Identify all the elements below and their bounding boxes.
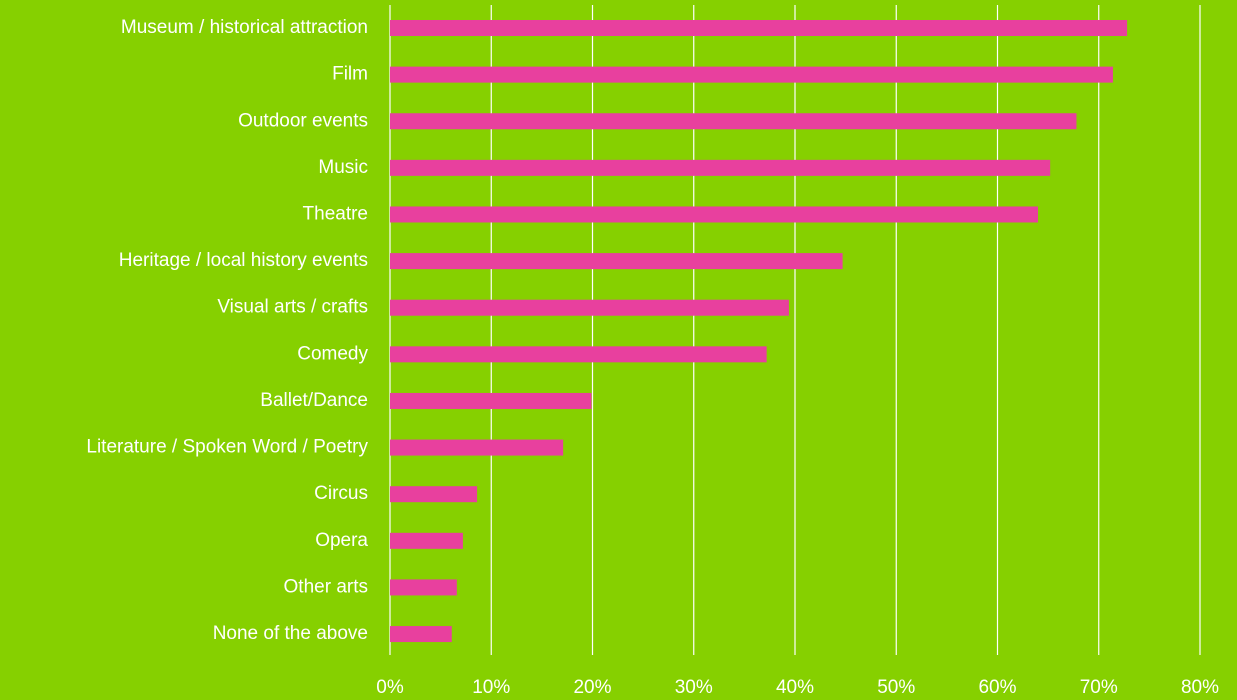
y-tick-label: Ballet/Dance <box>260 390 368 411</box>
y-tick-label: Opera <box>315 530 368 551</box>
x-tick-label: 30% <box>675 677 713 698</box>
x-tick-label: 20% <box>573 677 611 698</box>
y-tick-label: Music <box>318 157 368 178</box>
y-tick-label: Literature / Spoken Word / Poetry <box>86 437 368 458</box>
bar <box>390 66 1113 83</box>
y-tick-label: None of the above <box>213 623 368 644</box>
bar <box>390 159 1051 176</box>
bar <box>390 20 1128 36</box>
y-tick-label: Circus <box>314 483 368 504</box>
y-tick-label: Theatre <box>303 203 368 224</box>
y-tick-label: Heritage / local history events <box>119 250 368 271</box>
bar <box>390 439 564 456</box>
y-tick-label: Film <box>332 64 368 85</box>
x-tick-label: 80% <box>1181 677 1219 698</box>
x-tick-label: 0% <box>376 677 404 698</box>
x-tick-label: 50% <box>877 677 915 698</box>
bar <box>390 206 1038 223</box>
y-tick-label: Visual arts / crafts <box>217 297 368 318</box>
bar <box>390 392 592 409</box>
bar <box>390 346 767 363</box>
bar <box>390 299 789 316</box>
bar <box>390 579 457 596</box>
y-tick-label: Comedy <box>297 343 368 364</box>
bar <box>390 626 452 643</box>
y-tick-label: Other arts <box>284 576 368 597</box>
x-tick-label: 40% <box>776 677 814 698</box>
y-tick-label: Outdoor events <box>238 110 368 131</box>
bar <box>390 532 463 549</box>
x-tick-label: 70% <box>1080 677 1118 698</box>
x-tick-label: 60% <box>978 677 1016 698</box>
bar <box>390 113 1077 130</box>
bar <box>390 486 478 503</box>
x-tick-label: 10% <box>472 677 510 698</box>
bar <box>390 253 843 270</box>
y-tick-label: Museum / historical attraction <box>121 17 368 38</box>
